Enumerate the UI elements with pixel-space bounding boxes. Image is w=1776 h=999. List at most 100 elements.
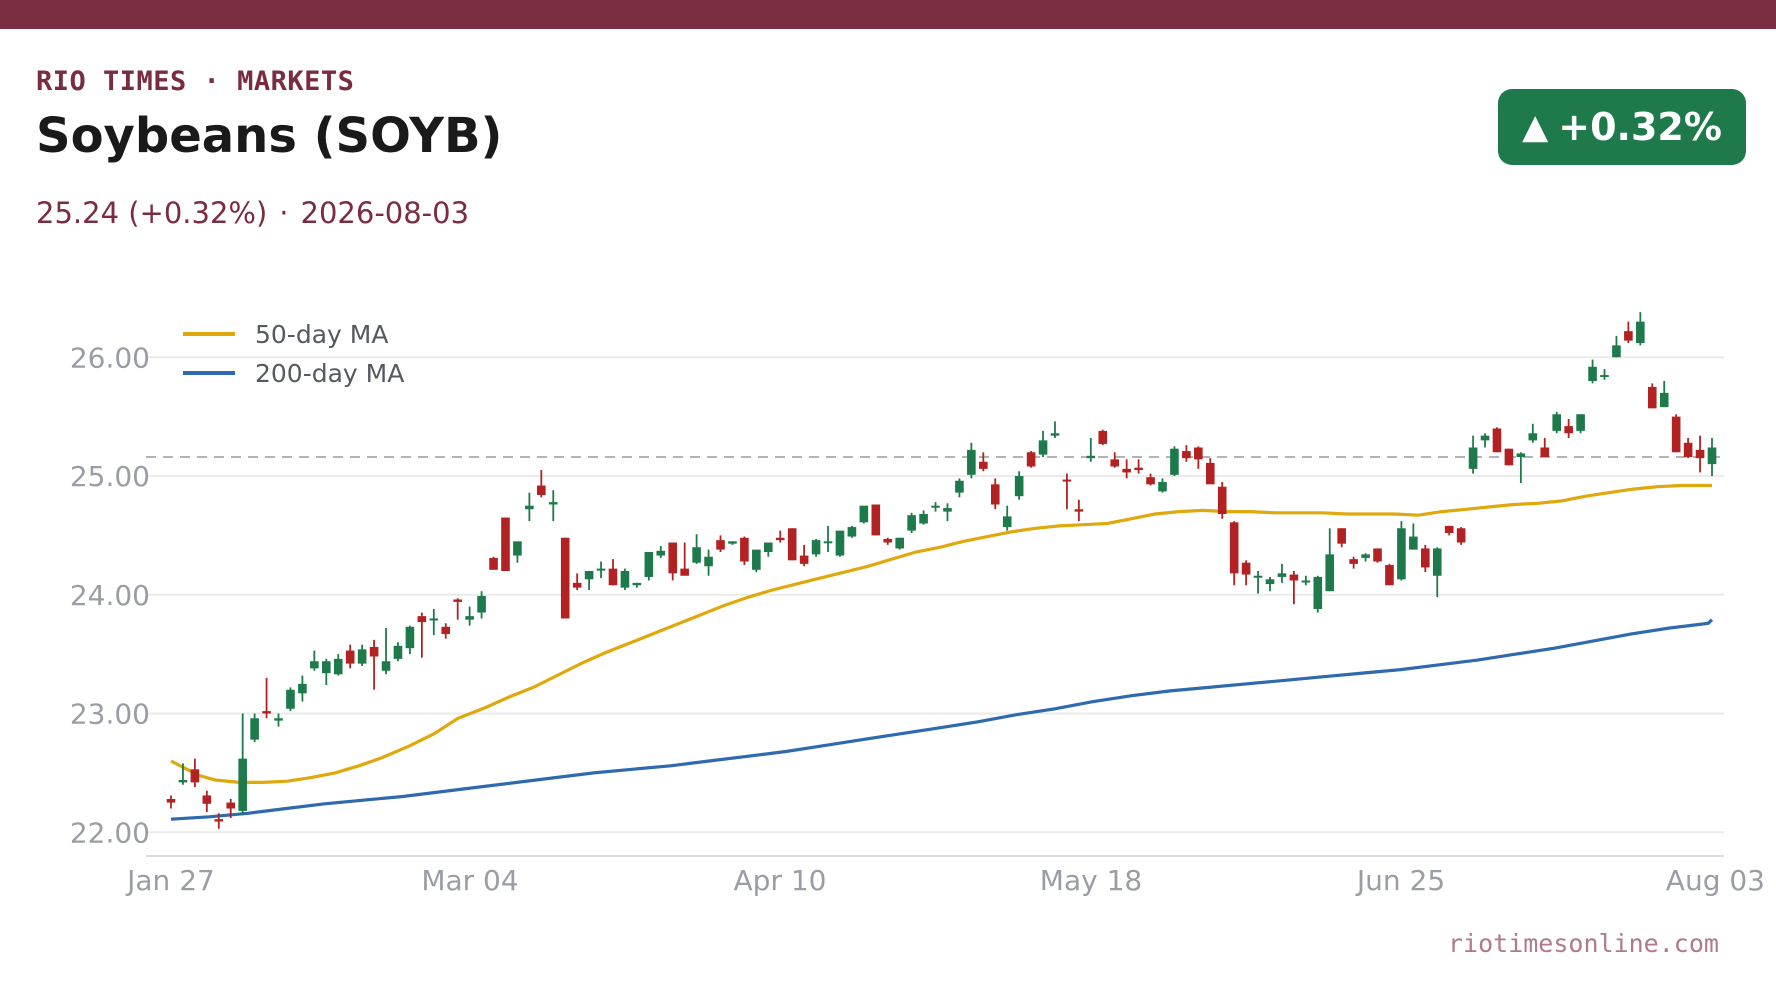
candle [823,525,833,552]
candle-body [775,537,785,541]
candle-body [1659,392,1669,408]
brand-label: RIO TIMES · MARKETS [36,66,355,97]
candle [453,598,462,620]
candle-body [1540,447,1550,457]
candle-body [596,568,606,571]
candle [632,582,642,588]
candle-body [1624,331,1633,341]
candle-body [632,582,642,586]
candle-body [1014,476,1024,497]
candle [1636,312,1645,346]
quote-date: 2026-08-03 [300,196,470,230]
candle [871,504,881,536]
candle [1397,521,1406,581]
candle-body [1552,414,1562,431]
candle-body [298,683,307,694]
candle-body [393,645,403,659]
candle [1122,459,1131,479]
candle-body [286,689,295,709]
candle [381,628,391,675]
candle-body [572,582,582,588]
candle-body [214,819,224,822]
candle-body [752,549,761,570]
candle-body [1444,525,1454,533]
candle-body [859,505,869,523]
candle-body [787,528,797,561]
candle [274,713,283,727]
candle [1456,527,1466,545]
candle [477,591,486,619]
candle [369,639,379,690]
candle-body [226,802,236,809]
candle-body [477,595,486,613]
y-tick-label: 22.00 [70,816,150,849]
candle [405,625,415,655]
candle [1217,481,1227,519]
candle-body [525,505,534,510]
y-tick-label: 25.00 [70,460,150,493]
candle-body [955,480,964,493]
candle-body [178,780,188,783]
candle-body [1361,554,1370,558]
candle-body [250,718,259,740]
candle [1540,438,1550,457]
candle-body [979,461,988,469]
source-footer: riotimesonline.com [1448,929,1719,958]
candle-body [537,485,546,495]
candle [166,795,176,809]
candle-body [1194,447,1203,460]
candle-body [1098,430,1108,444]
y-tick-label: 24.00 [70,579,150,612]
candle [310,650,319,671]
price-subtitle: 25.24 (+0.32%) · 2026-08-03 [36,196,469,230]
candle [1552,411,1562,434]
candle-body [1576,414,1585,431]
candle [1026,451,1036,468]
candle [298,675,307,702]
candle-body [1265,579,1275,585]
candle [1659,381,1669,408]
candle [548,490,558,522]
candle [1337,528,1346,548]
candle [1265,576,1275,592]
candle [1385,563,1394,586]
candle [1253,571,1263,594]
candle-body [1277,573,1287,577]
candle-body [811,540,821,555]
candle-body [381,661,391,671]
candle [513,541,522,563]
candle-body [1229,522,1239,574]
candle-body [883,538,893,543]
candle-body [513,541,522,556]
candle [1600,369,1609,380]
candle-body [1588,366,1597,381]
candle-body [441,626,451,634]
up-arrow-icon: ▲ [1522,107,1549,147]
candle-body [692,547,701,563]
candle-body [1468,447,1478,469]
candle [1349,556,1358,569]
candle [859,505,869,524]
candle-body [1647,386,1657,409]
x-tick-label: Jun 25 [1355,864,1445,897]
candle [1432,547,1442,598]
candle-body [919,514,928,524]
candle [1146,473,1155,486]
candle-body [1002,516,1012,528]
candle [668,542,678,581]
candle-body [1564,426,1573,434]
candle-body [763,542,773,552]
candle [226,799,236,818]
candle [979,452,988,472]
candle [608,559,618,586]
y-axis-ticks: 22.00 23.00 24.00 25.00 26.00 [70,341,150,849]
candle [907,512,916,533]
candle-body [1636,321,1645,343]
candle [1647,383,1657,409]
x-tick-label: Jan 27 [125,864,215,897]
candle-body [1289,574,1299,581]
candle [931,502,940,512]
candle-body [1170,448,1179,475]
candle-body [1671,416,1681,453]
candle [1444,525,1454,536]
